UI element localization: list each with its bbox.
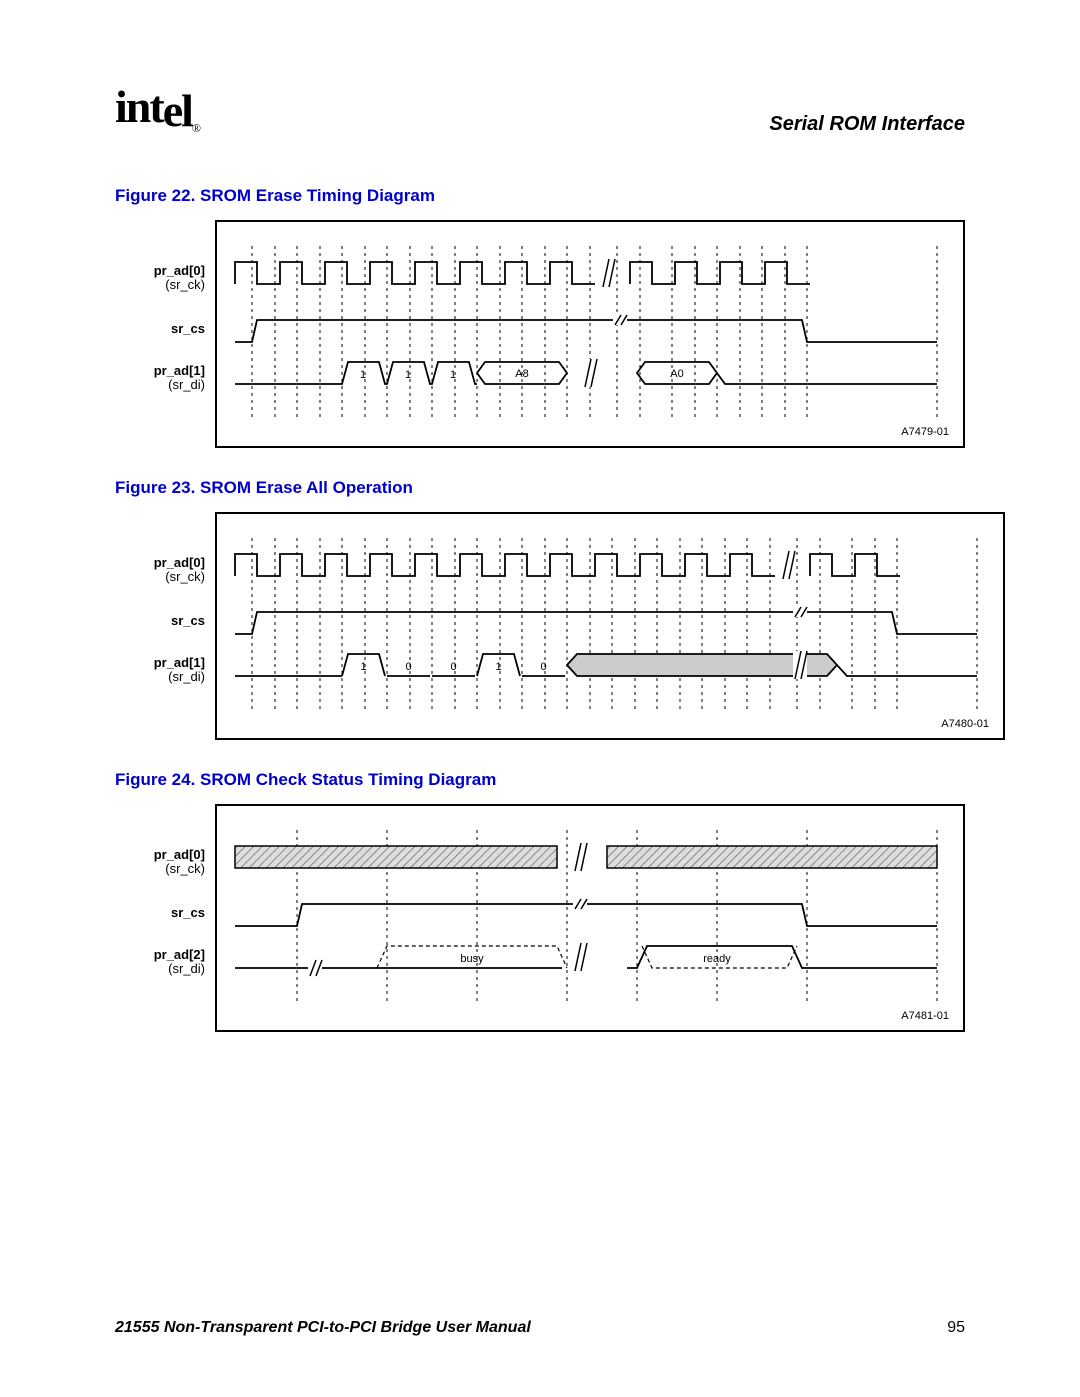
- signal-label: sr_cs: [97, 906, 205, 920]
- signal-label: pr_ad[0](sr_ck): [97, 556, 205, 585]
- diagram-id: A7480-01: [941, 718, 989, 730]
- svg-text:A0: A0: [670, 368, 683, 380]
- signal-label: pr_ad[1](sr_di): [97, 656, 205, 685]
- svg-text:0: 0: [450, 661, 456, 673]
- svg-text:A8: A8: [515, 368, 528, 380]
- signal-label: sr_cs: [97, 322, 205, 336]
- intel-logo: intel®: [115, 80, 199, 136]
- signal-label: pr_ad[2](sr_di): [97, 948, 205, 977]
- page-footer: 21555 Non-Transparent PCI-to-PCI Bridge …: [115, 1319, 965, 1337]
- figure-title: Figure 23. SROM Erase All Operation: [115, 478, 965, 498]
- svg-text:0: 0: [540, 661, 546, 673]
- page-header: intel® Serial ROM Interface: [115, 80, 965, 136]
- signal-label: pr_ad[0](sr_ck): [97, 264, 205, 293]
- timing-diagram: pr_ad[0](sr_ck)sr_cspr_ad[2](sr_di)busyr…: [215, 804, 965, 1032]
- footer-page: 95: [947, 1319, 965, 1337]
- logo-reg: ®: [192, 121, 199, 135]
- svg-text:1: 1: [450, 369, 456, 381]
- svg-text:ready: ready: [703, 953, 731, 965]
- timing-diagram: pr_ad[0](sr_ck)sr_cspr_ad[1](sr_di)10010…: [215, 512, 1005, 740]
- logo-text-1: int: [115, 81, 163, 132]
- figure-title: Figure 24. SROM Check Status Timing Diag…: [115, 770, 965, 790]
- logo-text-2: el: [163, 85, 192, 136]
- signal-label: pr_ad[0](sr_ck): [97, 848, 205, 877]
- signal-label: pr_ad[1](sr_di): [97, 364, 205, 393]
- signal-label: sr_cs: [97, 614, 205, 628]
- svg-text:1: 1: [405, 369, 411, 381]
- timing-diagram: pr_ad[0](sr_ck)sr_cspr_ad[1](sr_di)A8A01…: [215, 220, 965, 448]
- figures-container: Figure 22. SROM Erase Timing Diagram pr_a…: [115, 186, 965, 1032]
- footer-title: 21555 Non-Transparent PCI-to-PCI Bridge …: [115, 1319, 531, 1337]
- section-title: Serial ROM Interface: [769, 113, 965, 136]
- svg-text:1: 1: [360, 661, 366, 673]
- svg-text:0: 0: [405, 661, 411, 673]
- svg-text:1: 1: [495, 661, 501, 673]
- svg-text:busy: busy: [460, 953, 484, 965]
- svg-text:1: 1: [360, 369, 366, 381]
- diagram-id: A7479-01: [901, 426, 949, 438]
- figure-title: Figure 22. SROM Erase Timing Diagram: [115, 186, 965, 206]
- diagram-id: A7481-01: [901, 1010, 949, 1022]
